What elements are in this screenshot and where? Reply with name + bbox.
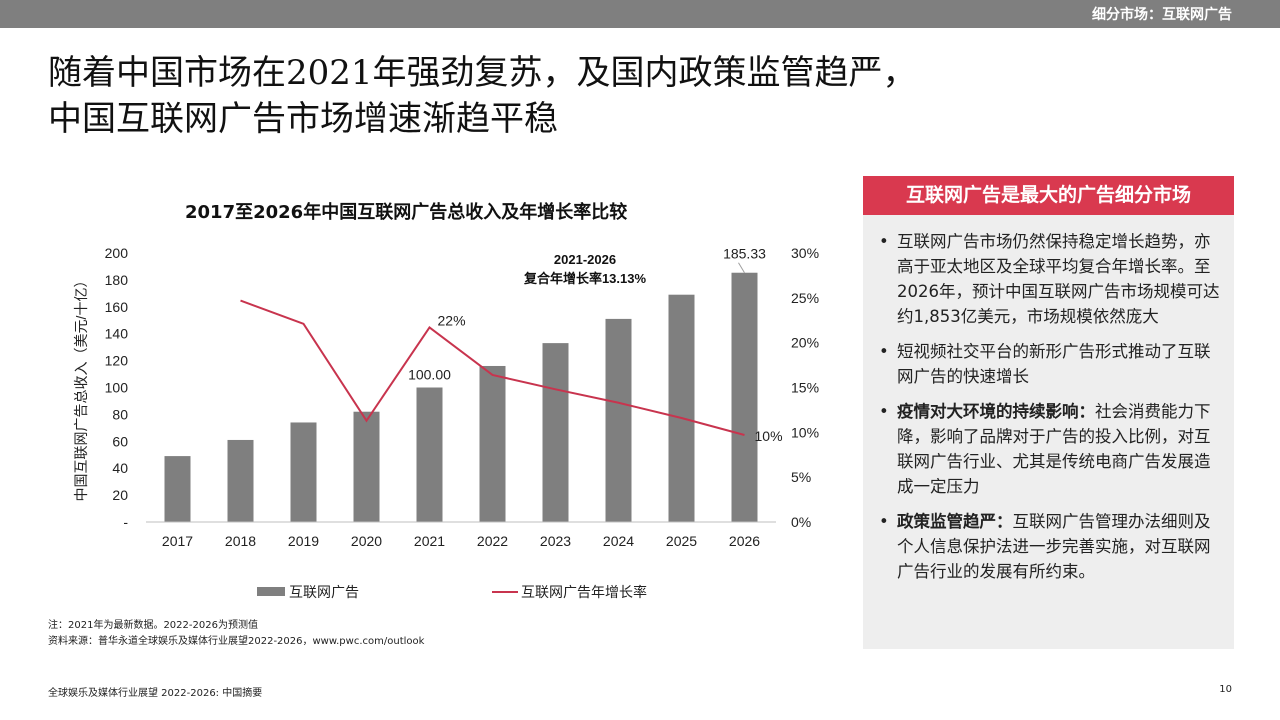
bullet-icon: • — [879, 342, 889, 361]
forecast-note: 注：2021年为最新数据。2022-2026为预测值 — [48, 620, 258, 631]
y-tick-label: 80 — [112, 406, 128, 422]
insight-item: • 短视频社交平台的新形广告形式推动了互联网广告的快速增长 — [877, 339, 1220, 389]
legend-line-label: 互联网广告年增长率 — [521, 584, 647, 600]
legend-bar-label: 互联网广告 — [289, 584, 359, 600]
cagr-annotation-value: 复合年增长率13.13% — [523, 271, 647, 286]
y-tick-label: - — [123, 514, 128, 530]
page-title: 随着中国市场在2021年强劲复苏，及国内政策监管趋严， 中国互联网广告市场增速渐… — [48, 50, 917, 142]
data-label: 22% — [438, 312, 466, 328]
x-tick-label: 2020 — [351, 533, 382, 549]
chart-notes: 注：2021年为最新数据。2022-2026为预测值 资料来源：普华永道全球娱乐… — [48, 618, 424, 650]
insight-item-text: 短视频社交平台的新形广告形式推动了互联网广告的快速增长 — [897, 342, 1211, 386]
x-tick-label: 2022 — [477, 533, 508, 549]
x-tick-label: 2018 — [225, 533, 256, 549]
y-tick-label: 180 — [105, 272, 129, 288]
insight-panel: 互联网广告是最大的广告细分市场 • 互联网广告市场仍然保持稳定增长趋势，亦高于亚太… — [863, 176, 1234, 649]
x-tick-label: 2026 — [729, 533, 760, 549]
footer-report-title: 全球娱乐及媒体行业展望 2022-2026: 中国摘要 — [48, 688, 263, 699]
x-tick-label: 2019 — [288, 533, 319, 549]
insight-item-text: 互联网广告市场仍然保持稳定增长趋势，亦高于亚太地区及全球平均复合年增长率。至20… — [897, 232, 1220, 326]
x-tick-label: 2024 — [603, 533, 634, 549]
top-bar: 细分市场：互联网广告 — [0, 0, 1280, 28]
bullet-icon: • — [879, 402, 889, 421]
insight-item-text: 互联网广告管理办法细则及个人信息保护法进一步完善实施，对互联网广告行业的发展有所… — [897, 512, 1211, 581]
y-tick-label: 160 — [105, 299, 129, 315]
page-title-line-2: 中国互联网广告市场增速渐趋平稳 — [48, 99, 558, 139]
bar-2019 — [290, 422, 317, 522]
data-label: 10% — [755, 428, 783, 444]
insight-item-bold: 政策监管趋严： — [897, 512, 1013, 531]
y2-tick-label: 5% — [791, 469, 811, 485]
bar-2026 — [731, 272, 758, 522]
insight-item-bold: 疫情对大环境的持续影响： — [897, 402, 1095, 421]
y2-tick-label: 15% — [791, 380, 819, 396]
x-tick-label: 2017 — [162, 533, 193, 549]
x-tick-label: 2021 — [414, 533, 445, 549]
insight-list: • 互联网广告市场仍然保持稳定增长趋势，亦高于亚太地区及全球平均复合年增长率。至2… — [863, 215, 1234, 584]
y2-tick-label: 30% — [791, 245, 819, 261]
bar-2024 — [605, 318, 632, 522]
bullet-icon: • — [879, 512, 889, 531]
combo-chart: 中国互联网广告总收入（美元/十亿） - 20 40 60 80 100 120 140 160 18… — [73, 245, 819, 600]
y-tick-label: 140 — [105, 326, 129, 342]
y2-tick-label: 0% — [791, 514, 811, 530]
y-tick-label: 200 — [105, 245, 129, 261]
section-label: 细分市场：互联网广告 — [1092, 7, 1232, 23]
bar-2021 — [416, 387, 443, 522]
y2-tick-label: 25% — [791, 290, 819, 306]
legend-bar-swatch — [257, 587, 285, 596]
growth-rate-line — [240, 299, 745, 436]
data-label: 185.33 — [723, 246, 766, 262]
bar-2017 — [164, 456, 191, 522]
y-tick-label: 20 — [112, 487, 128, 503]
page-number: 10 — [1219, 684, 1232, 695]
y2-tick-label: 20% — [791, 335, 819, 351]
y-tick-label: 40 — [112, 460, 128, 476]
y-tick-label: 120 — [105, 353, 129, 369]
insight-item: • 互联网广告市场仍然保持稳定增长趋势，亦高于亚太地区及全球平均复合年增长率。至2… — [877, 229, 1220, 329]
x-tick-label: 2025 — [666, 533, 697, 549]
bar-2023 — [542, 343, 569, 522]
insight-item: • 政策监管趋严：互联网广告管理办法细则及个人信息保护法进一步完善实施，对互联网广… — [877, 509, 1220, 584]
bullet-icon: • — [879, 232, 889, 251]
bar-2018 — [227, 439, 254, 522]
x-tick-label: 2023 — [540, 533, 571, 549]
data-label-leader — [738, 262, 745, 273]
insight-item-text: 社会消费能力下降，影响了品牌对于广告的投入比例，对互联网广告行业、尤其是传统电商… — [897, 402, 1211, 496]
insight-item: • 疫情对大环境的持续影响：社会消费能力下降，影响了品牌对于广告的投入比例，对互联… — [877, 399, 1220, 499]
chart-title: 2017至2026年中国互联网广告总收入及年增长率比较 — [185, 202, 628, 223]
y-tick-label: 100 — [105, 380, 129, 396]
bar-2022 — [479, 365, 506, 522]
page-title-line-1: 随着中国市场在2021年强劲复苏，及国内政策监管趋严， — [48, 53, 917, 93]
insight-panel-title: 互联网广告是最大的广告细分市场 — [863, 176, 1234, 215]
y-axis-label: 中国互联网广告总收入（美元/十亿） — [73, 274, 89, 502]
cagr-annotation-period: 2021-2026 — [554, 252, 616, 267]
y2-tick-label: 10% — [791, 424, 819, 440]
bar-2020 — [353, 411, 380, 522]
y-tick-label: 60 — [112, 433, 128, 449]
bar-2025 — [668, 294, 695, 522]
source-note: 资料来源：普华永道全球娱乐及媒体行业展望2022-2026，www.pwc.co… — [48, 636, 425, 647]
data-label: 100.00 — [408, 367, 451, 383]
